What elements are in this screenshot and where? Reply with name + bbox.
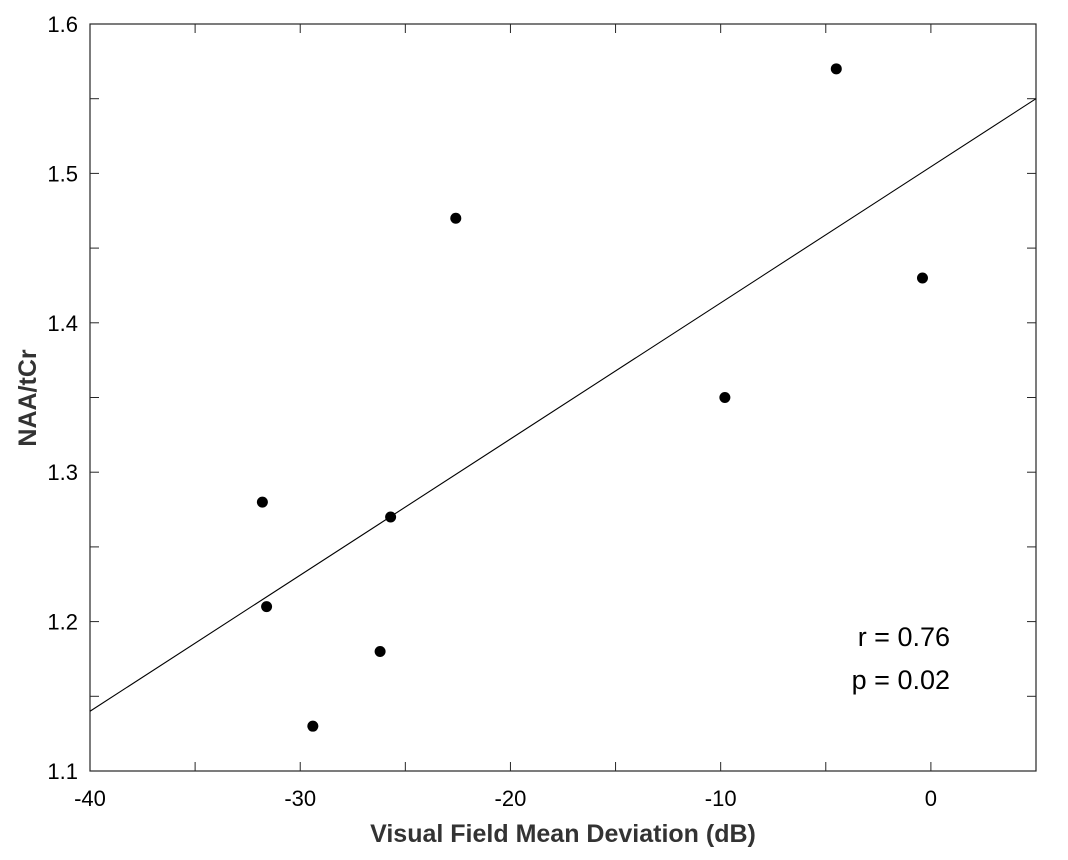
data-point <box>830 63 842 75</box>
y-tick-label: 1.5 <box>47 161 78 186</box>
data-point <box>256 496 268 508</box>
regression-line <box>89 98 1037 712</box>
x-tick-label: -10 <box>705 786 737 811</box>
x-tick-label: -20 <box>495 786 527 811</box>
data-point <box>719 392 731 403</box>
plot-frame <box>89 23 1037 772</box>
axis-ticks <box>89 23 1036 772</box>
y-axis-title: NAA/tCr <box>14 349 42 446</box>
data-point <box>307 720 319 732</box>
y-tick-label: 1.3 <box>47 460 78 485</box>
x-tick-label: -30 <box>284 786 316 811</box>
y-tick-label: 1.4 <box>47 311 78 336</box>
x-tick-labels: -40 -30 -20 -10 0 <box>74 786 937 811</box>
y-tick-labels: 1.1 1.2 1.3 1.4 1.5 1.6 <box>47 12 78 784</box>
y-tick-label: 1.2 <box>47 610 78 635</box>
y-tick-label: 1.6 <box>47 12 78 37</box>
data-point <box>385 511 397 523</box>
data-point <box>374 645 386 657</box>
x-tick-label: -40 <box>74 786 106 811</box>
x-tick-label: 0 <box>925 786 937 811</box>
data-point <box>916 272 928 284</box>
y-tick-label: 1.1 <box>47 759 78 784</box>
p-annotation: p = 0.02 <box>852 665 950 695</box>
x-axis-title: Visual Field Mean Deviation (dB) <box>370 820 756 848</box>
data-point <box>450 212 462 224</box>
r-annotation: r = 0.76 <box>858 622 950 652</box>
data-point <box>261 601 273 613</box>
data-points <box>256 63 928 732</box>
